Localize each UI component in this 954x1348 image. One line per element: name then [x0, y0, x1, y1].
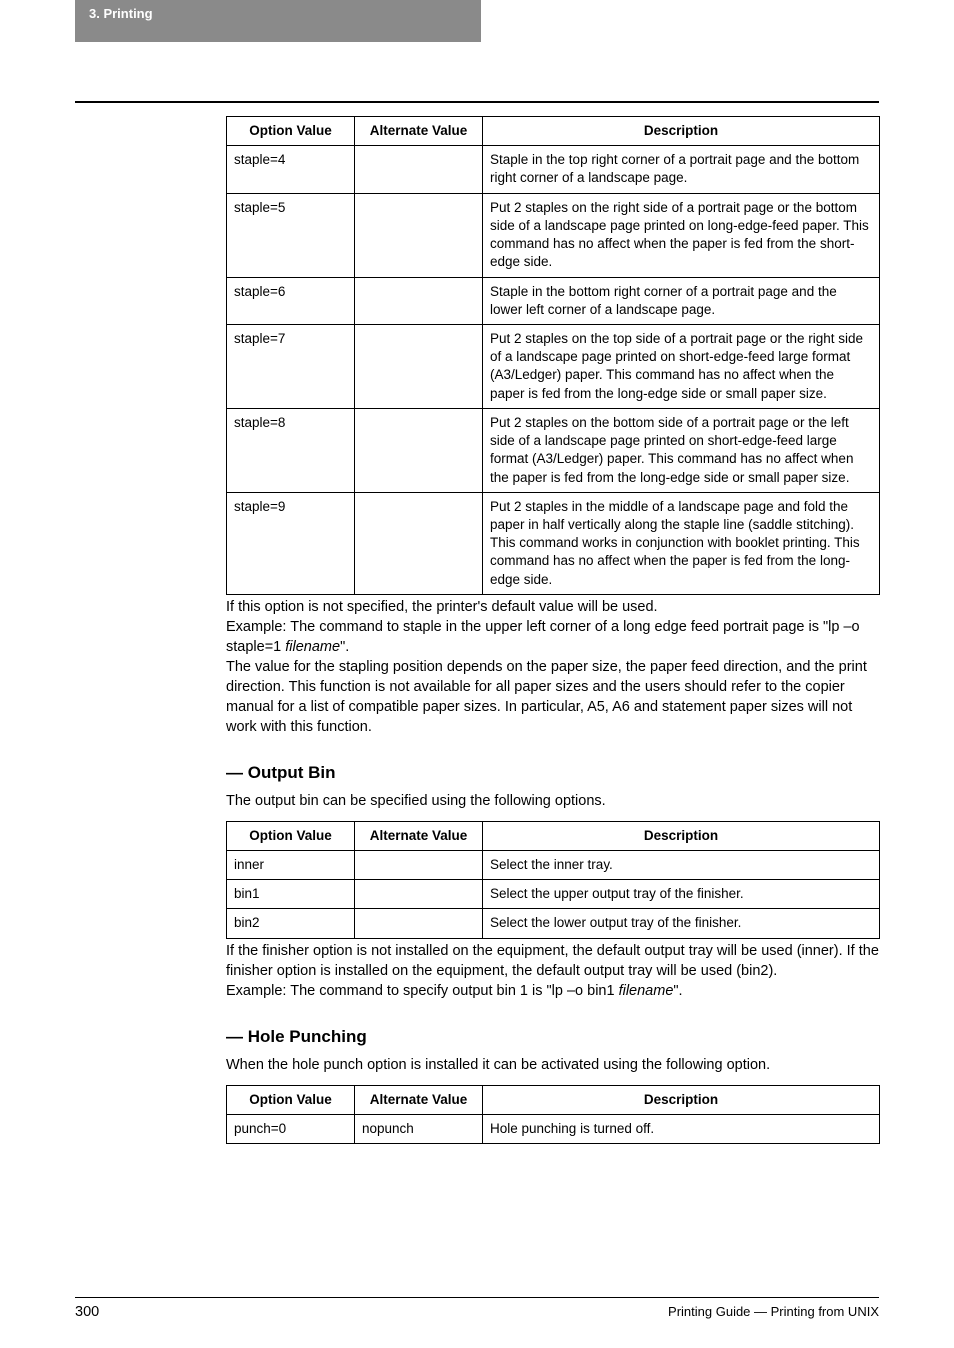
cell-alt [355, 324, 483, 408]
output-bin-table: Option Value Alternate Value Description… [226, 821, 880, 939]
cell-alt [355, 193, 483, 277]
cell-alt [355, 277, 483, 324]
cell-opt: staple=8 [227, 408, 355, 492]
cell-desc: Select the upper output tray of the fini… [483, 880, 880, 909]
col-option-value: Option Value [227, 821, 355, 850]
cell-desc: Put 2 staples in the middle of a landsca… [483, 492, 880, 594]
cell-desc: Put 2 staples on the right side of a por… [483, 193, 880, 277]
output-note2-italic: filename [619, 983, 674, 999]
cell-alt [355, 880, 483, 909]
cell-alt [355, 146, 483, 193]
cell-desc: Put 2 staples on the bottom side of a po… [483, 408, 880, 492]
header-tab: 3. Printing [75, 0, 481, 42]
table-row: punch=0 nopunch Hole punching is turned … [227, 1114, 880, 1143]
cell-opt: staple=9 [227, 492, 355, 594]
note-line1: If this option is not specified, the pri… [226, 599, 658, 615]
table-row: staple=9 Put 2 staples in the middle of … [227, 492, 880, 594]
hole-punch-intro: When the hole punch option is installed … [226, 1055, 880, 1075]
col-alternate-value: Alternate Value [355, 1085, 483, 1114]
table-row: bin2 Select the lower output tray of the… [227, 909, 880, 938]
cell-alt [355, 492, 483, 594]
cell-desc: Hole punching is turned off. [483, 1114, 880, 1143]
note-line3: The value for the stapling position depe… [226, 659, 867, 735]
table-row: staple=4 Staple in the top right corner … [227, 146, 880, 193]
col-option-value: Option Value [227, 117, 355, 146]
hole-punch-heading: — Hole Punching [226, 1027, 880, 1047]
cell-alt [355, 909, 483, 938]
cell-opt: staple=4 [227, 146, 355, 193]
col-alternate-value: Alternate Value [355, 117, 483, 146]
table-row: bin1 Select the upper output tray of the… [227, 880, 880, 909]
table-header-row: Option Value Alternate Value Description [227, 117, 880, 146]
cell-alt [355, 851, 483, 880]
output-bin-intro: The output bin can be specified using th… [226, 791, 880, 811]
cell-alt: nopunch [355, 1114, 483, 1143]
main-content: Option Value Alternate Value Description… [226, 116, 880, 1146]
cell-opt: punch=0 [227, 1114, 355, 1143]
table-row: staple=7 Put 2 staples on the top side o… [227, 324, 880, 408]
table-header-row: Option Value Alternate Value Description [227, 821, 880, 850]
footer-title: Printing Guide — Printing from UNIX [668, 1304, 879, 1320]
top-rule [75, 101, 879, 103]
cell-desc: Staple in the bottom right corner of a p… [483, 277, 880, 324]
cell-alt [355, 408, 483, 492]
note-line2-italic: filename [285, 639, 340, 655]
cell-opt: bin2 [227, 909, 355, 938]
cell-desc: Put 2 staples on the top side of a portr… [483, 324, 880, 408]
output-note2a: Example: The command to specify output b… [226, 983, 619, 999]
table-row: staple=6 Staple in the bottom right corn… [227, 277, 880, 324]
cell-desc: Select the inner tray. [483, 851, 880, 880]
col-description: Description [483, 821, 880, 850]
table-row: staple=8 Put 2 staples on the bottom sid… [227, 408, 880, 492]
col-description: Description [483, 1085, 880, 1114]
col-alternate-value: Alternate Value [355, 821, 483, 850]
page-footer: 300 Printing Guide — Printing from UNIX [75, 1297, 879, 1320]
cell-opt: staple=5 [227, 193, 355, 277]
cell-desc: Staple in the top right corner of a port… [483, 146, 880, 193]
col-option-value: Option Value [227, 1085, 355, 1114]
cell-desc: Select the lower output tray of the fini… [483, 909, 880, 938]
cell-opt: staple=7 [227, 324, 355, 408]
table-header-row: Option Value Alternate Value Description [227, 1085, 880, 1114]
col-description: Description [483, 117, 880, 146]
staple-table: Option Value Alternate Value Description… [226, 116, 880, 595]
page-number: 300 [75, 1304, 99, 1320]
cell-opt: staple=6 [227, 277, 355, 324]
output-bin-notes: If the finisher option is not installed … [226, 941, 880, 1001]
note-line2b: ". [340, 639, 349, 655]
cell-opt: inner [227, 851, 355, 880]
staple-notes: If this option is not specified, the pri… [226, 597, 880, 737]
table-row: inner Select the inner tray. [227, 851, 880, 880]
output-bin-heading: — Output Bin [226, 763, 880, 783]
table-row: staple=5 Put 2 staples on the right side… [227, 193, 880, 277]
hole-punch-table: Option Value Alternate Value Description… [226, 1085, 880, 1144]
cell-opt: bin1 [227, 880, 355, 909]
header-tab-text: 3. Printing [89, 6, 153, 21]
output-note2b: ". [673, 983, 682, 999]
output-note1: If the finisher option is not installed … [226, 943, 879, 979]
